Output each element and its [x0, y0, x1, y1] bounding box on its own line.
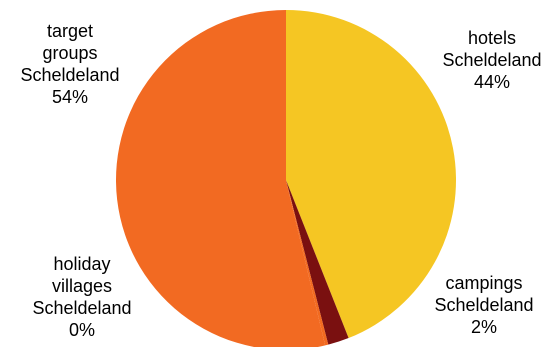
slice-label-holiday-villages-scheldeland: holiday villages Scheldeland 0%	[32, 254, 131, 340]
pie-slices	[116, 10, 456, 347]
slice-label-target-groups-scheldeland: target groups Scheldeland 54%	[20, 21, 119, 107]
slice-label-hotels-scheldeland: hotels Scheldeland 44%	[442, 28, 541, 92]
slice-label-campings-scheldeland: campings Scheldeland 2%	[434, 273, 533, 337]
